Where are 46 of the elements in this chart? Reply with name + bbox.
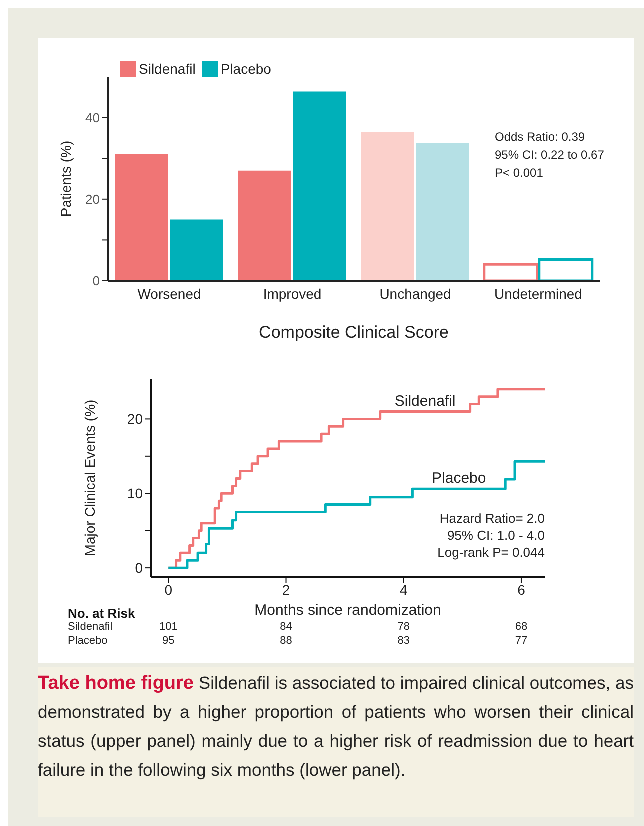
y-tick-label: 40 (86, 110, 100, 126)
y-tick-label: 20 (127, 411, 144, 428)
legend-label: Placebo (220, 61, 272, 77)
text: 95 (162, 635, 176, 647)
text: 101 (158, 621, 179, 633)
y-tick-label: 20 (86, 192, 100, 208)
x-tick-label: Worsened (138, 286, 202, 302)
y-tick-label: 0 (135, 560, 144, 576)
text: 84 (279, 621, 294, 633)
annotation: Hazard Ratio= 2.0 (438, 510, 545, 527)
x-axis-title: Composite Clinical Score (259, 323, 449, 342)
x-axis-title: Months since randomization (254, 602, 442, 619)
y-tick-label: 0 (92, 274, 100, 289)
x-tick-label: Undetermined (494, 286, 582, 302)
text: 88 (279, 635, 294, 647)
x-tick-label: 0 (164, 582, 173, 598)
y-tick-label: 10 (127, 486, 144, 502)
x-tick-label: Improved (263, 286, 322, 302)
text: Placebo (68, 635, 108, 647)
bar (115, 154, 168, 281)
annotation: Log-rank P= 0.044 (438, 544, 545, 561)
text: Sildenafil (68, 621, 113, 633)
text: Take home figure (38, 673, 194, 694)
annotation: 95% CI: 0.22 to 0.67 (495, 147, 604, 164)
text: 68 (514, 621, 529, 633)
bar (238, 170, 292, 281)
annotation: Odds Ratio: 0.39 (495, 129, 586, 146)
y-axis-title: Patients (%) (58, 140, 74, 218)
x-tick-label: 4 (400, 582, 408, 598)
series-label: Placebo (432, 470, 486, 488)
bar (361, 132, 414, 281)
text: No. at Risk (68, 606, 136, 621)
text: 77 (514, 635, 529, 647)
legend-label: Sildenafil (138, 61, 196, 77)
text: 83 (396, 635, 411, 647)
x-tick-label: Unchanged (380, 286, 452, 302)
series-label: Sildenafil (394, 392, 456, 410)
bar (293, 92, 346, 281)
x-tick-label: 2 (282, 582, 290, 598)
bar (416, 144, 470, 281)
annotation: P< 0.001 (495, 165, 544, 182)
text: 78 (396, 621, 411, 633)
annotation: 95% CI: 1.0 - 4.0 (446, 527, 545, 544)
y-axis-title: Major Clinical Events (%) (82, 400, 98, 556)
bar (170, 220, 224, 281)
x-tick-label: 6 (518, 582, 526, 598)
